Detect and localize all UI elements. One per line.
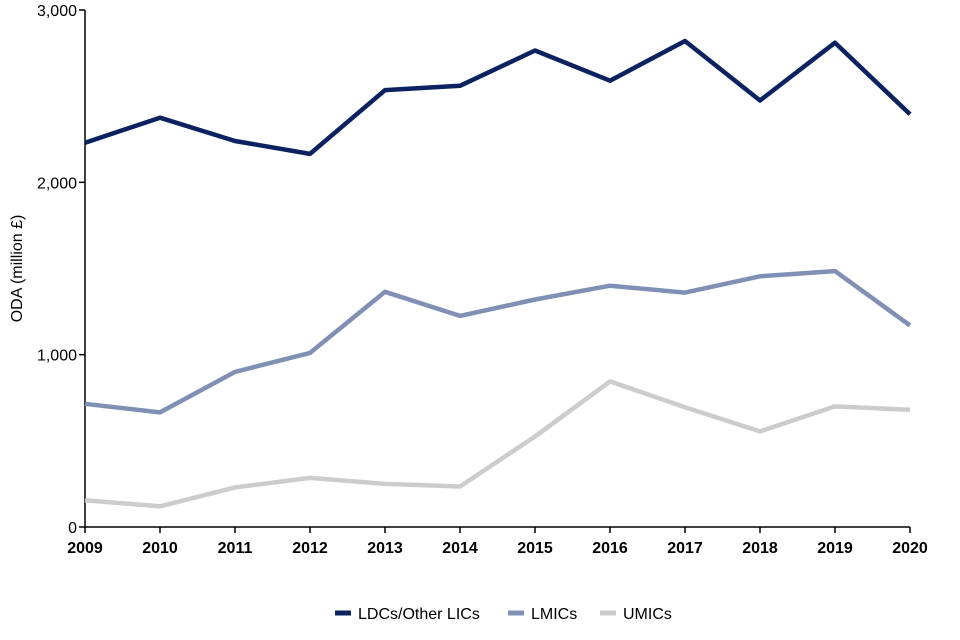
legend-label: LMICs — [531, 606, 577, 623]
series-line-0 — [84, 38, 912, 157]
legend: LDCs/Other LICs LMICs UMICs — [335, 606, 672, 623]
x-ticks: 2009 2010 2011 2012 2013 2014 2015 2016 2017 2018… — [67, 527, 928, 557]
x-tick-label: 2012 — [292, 540, 328, 557]
axes — [84, 10, 910, 528]
y-tick-label: 2,000 — [37, 175, 77, 192]
y-tick-label: 0 — [68, 520, 77, 537]
x-tick-label: 2016 — [592, 540, 628, 557]
series-line-1 — [84, 268, 912, 415]
x-tick-label: 2019 — [817, 540, 853, 557]
x-tick-label: 2020 — [892, 540, 928, 557]
x-tick-label: 2010 — [142, 540, 178, 557]
x-tick-label: 2013 — [367, 540, 403, 557]
y-axis-title: ODA (million £) — [9, 215, 26, 323]
x-tick-label: 2017 — [667, 540, 703, 557]
legend-label: LDCs/Other LICs — [358, 606, 480, 623]
y-tick-label: 1,000 — [37, 348, 77, 365]
x-tick-label: 2011 — [218, 540, 253, 557]
series-lines — [84, 38, 912, 509]
series-line-2 — [84, 379, 911, 509]
x-tick-label: 2014 — [442, 540, 478, 557]
x-tick-label: 2009 — [67, 540, 103, 557]
legend-label: UMICs — [623, 606, 672, 623]
y-tick-label: 3,000 — [37, 3, 77, 20]
x-tick-label: 2015 — [517, 540, 553, 557]
x-tick-label: 2018 — [742, 540, 778, 557]
y-ticks: 0 1,000 2,000 3,000 — [37, 3, 85, 537]
